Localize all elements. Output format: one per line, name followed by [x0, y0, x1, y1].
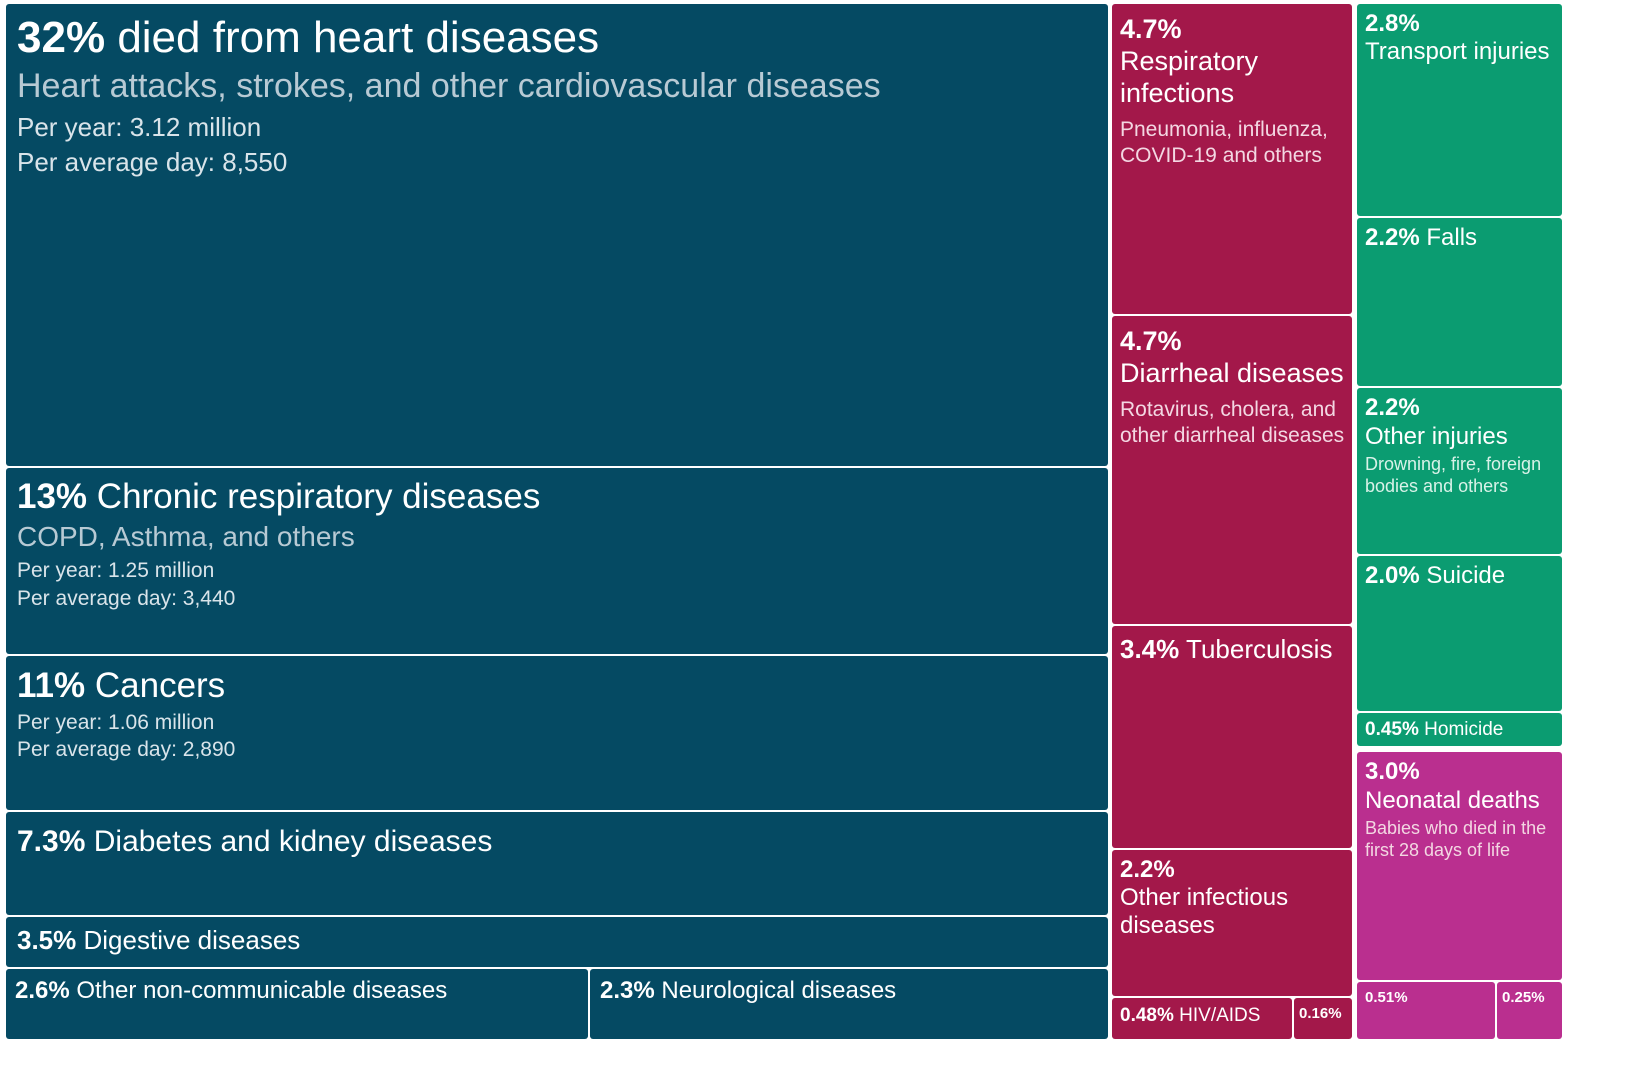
tile-per-day: Per average day: 3,440	[17, 587, 236, 610]
tile-label: Tuberculosis	[1186, 634, 1333, 664]
tile-pct: 2.2%	[1365, 394, 1420, 421]
tile-magenta-small-b: 0.25%	[1497, 982, 1562, 1039]
tile-tuberculosis: 3.4% Tuberculosis	[1112, 626, 1352, 848]
tile-label: Homicide	[1424, 719, 1504, 740]
tile-neurological: 2.3% Neurological diseases	[590, 969, 1108, 1039]
tile-label: Neurological diseases	[661, 977, 897, 1004]
tile-chronic-respiratory: 13% Chronic respiratory diseases COPD, A…	[6, 468, 1108, 654]
tile-cancers: 11% Cancers Per year: 1.06 million Per a…	[6, 656, 1108, 810]
tile-pct: 3.5%	[17, 925, 77, 955]
tile-label: Diabetes and kidney diseases	[93, 825, 493, 858]
tile-diarrheal: 4.7% Diarrheal diseases Rotavirus, chole…	[1112, 316, 1352, 624]
tile-digestive: 3.5% Digestive diseases	[6, 917, 1108, 967]
tile-pct: 0.45%	[1365, 719, 1419, 740]
tile-pct: 0.48%	[1120, 1005, 1174, 1026]
tile-title: 3.5% Digestive diseases	[17, 921, 1102, 959]
tile-pct: 2.2%	[1365, 224, 1420, 251]
tile-title: 0.45% Homicide	[1365, 717, 1556, 743]
tile-pct: 0.25%	[1502, 989, 1545, 1006]
tile-label: HIV/AIDS	[1179, 1005, 1261, 1026]
tile-pct: 2.0%	[1365, 562, 1420, 589]
tile-label: Respiratory infections	[1120, 46, 1259, 108]
tile-pct: 11%	[17, 666, 86, 705]
tile-hiv-aids: 0.48% HIV/AIDS	[1112, 998, 1292, 1039]
tile-other-non-communicable: 2.6% Other non-communicable diseases	[6, 969, 588, 1039]
tile-heart-diseases: 32% died from heart diseases Heart attac…	[6, 4, 1108, 466]
tile-neonatal-deaths: 3.0% Neonatal deaths Babies who died in …	[1357, 752, 1562, 980]
tile-falls: 2.2% Falls	[1357, 218, 1562, 386]
tile-label: Neonatal deaths	[1365, 787, 1540, 814]
tile-label: Chronic respiratory diseases	[96, 477, 541, 516]
tile-homicide: 0.45% Homicide	[1357, 713, 1562, 746]
tile-other-injuries: 2.2% Other injuries Drowning, fire, fore…	[1357, 388, 1562, 554]
tile-pct: 3.4%	[1120, 634, 1180, 664]
tile-label: Falls	[1426, 224, 1478, 251]
tile-pct: 0.16%	[1299, 1005, 1342, 1022]
tile-label: Cancers	[94, 666, 226, 705]
tile-per-day: Per average day: 2,890	[17, 738, 236, 761]
tile-pct: 2.3%	[600, 977, 655, 1004]
tile-label: Suicide	[1426, 562, 1506, 589]
tile-magenta-small-a: 0.51%	[1357, 982, 1495, 1039]
tile-label: Other infectious diseases	[1120, 884, 1289, 939]
tile-title: 3.4% Tuberculosis	[1120, 632, 1346, 666]
tile-pct: 32%	[17, 13, 106, 62]
tile-diabetes-kidney: 7.3% Diabetes and kidney diseases	[6, 812, 1108, 915]
tile-label: Digestive diseases	[83, 925, 301, 955]
tile-title: 2.2% Falls	[1365, 224, 1556, 252]
tile-pct: 7.3%	[17, 825, 86, 858]
tile-per-year: Per year: 1.25 million	[17, 559, 215, 582]
tile-suicide: 2.0% Suicide	[1357, 556, 1562, 711]
tile-title: 0.48% HIV/AIDS	[1120, 1003, 1286, 1029]
tile-subtitle: COPD, Asthma, and others	[17, 521, 355, 552]
tile-transport-injuries: 2.8% Transport injuries	[1357, 4, 1562, 216]
tile-subtitle: Babies who died in the first 28 days of …	[1365, 818, 1547, 860]
tile-other-infectious: 2.2% Other infectious diseases	[1112, 850, 1352, 996]
tile-per-day: Per average day: 8,550	[17, 147, 288, 177]
tile-title: 11% Cancers	[17, 663, 1102, 709]
tile-label: Other non-communicable diseases	[76, 977, 448, 1004]
tile-subtitle: Drowning, fire, foreign bodies and other…	[1365, 454, 1542, 496]
tile-pct: 0.51%	[1365, 989, 1408, 1006]
tile-subtitle: Rotavirus, cholera, and other diarrheal …	[1120, 398, 1345, 447]
tile-subtitle: Heart attacks, strokes, and other cardio…	[17, 67, 881, 105]
tile-label: Transport injuries	[1365, 38, 1550, 65]
tile-per-year: Per year: 1.06 million	[17, 711, 215, 734]
tile-pct: 2.6%	[15, 977, 70, 1004]
tile-subtitle: Pneumonia, influenza, COVID-19 and other…	[1120, 118, 1328, 167]
tile-pct: 2.2%	[1120, 856, 1175, 883]
tile-pct: 3.0%	[1365, 758, 1420, 785]
tile-title: 2.0% Suicide	[1365, 562, 1556, 590]
tile-infectious-small: 0.16%	[1294, 998, 1352, 1039]
tile-respiratory-infections: 4.7% Respiratory infections Pneumonia, i…	[1112, 4, 1352, 314]
tile-title: 2.3% Neurological diseases	[600, 973, 1102, 1009]
tile-pct: 2.8%	[1365, 10, 1420, 37]
tile-title: 32% died from heart diseases	[17, 11, 1102, 65]
tile-label: died from heart diseases	[117, 13, 600, 62]
tile-pct: 4.7%	[1120, 14, 1182, 44]
tile-label: Other injuries	[1365, 423, 1508, 450]
tile-title: 2.6% Other non-communicable diseases	[15, 973, 582, 1009]
tile-title: 7.3% Diabetes and kidney diseases	[17, 819, 1102, 865]
tile-per-year: Per year: 3.12 million	[17, 112, 262, 142]
tile-title: 13% Chronic respiratory diseases	[17, 475, 1102, 519]
tile-pct: 4.7%	[1120, 326, 1182, 356]
tile-label: Diarrheal diseases	[1120, 358, 1344, 388]
tile-pct: 13%	[17, 477, 88, 516]
